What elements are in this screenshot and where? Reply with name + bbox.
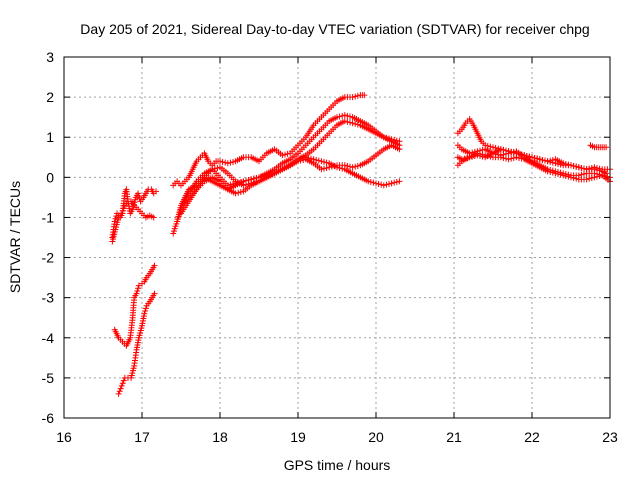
x-tick-label: 17 [134, 429, 150, 445]
y-axis-label: SDTVAR / TECUs [7, 181, 23, 293]
series-track-m [454, 150, 613, 185]
x-tick-label: 20 [368, 429, 384, 445]
series-track-d [115, 290, 158, 397]
chart-title: Day 205 of 2021, Sidereal Day-to-day VTE… [80, 21, 589, 37]
y-tick-label: -3 [42, 290, 55, 306]
data-points [109, 92, 613, 397]
series-markers [454, 142, 613, 181]
series-markers [185, 154, 403, 201]
plot-border [63, 56, 611, 419]
y-tick-label: -5 [42, 370, 55, 386]
x-tick-label: 19 [290, 429, 306, 445]
y-tick-label: 2 [46, 89, 54, 105]
x-tick-label: 22 [524, 429, 540, 445]
x-tick-label: 23 [602, 429, 618, 445]
series-markers [454, 146, 613, 173]
x-tick-label: 16 [56, 429, 72, 445]
series-track-e [170, 92, 368, 189]
series-track-l [454, 146, 613, 173]
series-track-i [185, 154, 403, 201]
y-tick-label: 1 [46, 129, 54, 145]
x-axis-label: GPS time / hours [284, 457, 391, 473]
y-tick-label: -4 [42, 330, 55, 346]
y-tick-label: 0 [46, 169, 54, 185]
series-markers [111, 262, 158, 349]
grid-lines [64, 57, 610, 418]
y-tick-label: -2 [42, 250, 55, 266]
series-track-k [454, 142, 613, 181]
y-tick-label: 3 [46, 49, 54, 65]
series-markers [115, 290, 158, 397]
series-track-c [111, 262, 158, 349]
series-track-b [109, 198, 157, 245]
y-tick-label: -6 [42, 410, 55, 426]
series-markers [587, 142, 610, 151]
series-markers [109, 198, 157, 245]
x-tick-label: 21 [446, 429, 462, 445]
series-markers [170, 92, 368, 189]
series-track-n [587, 142, 610, 151]
y-tick-label: -1 [42, 209, 55, 225]
x-tick-label: 18 [212, 429, 228, 445]
series-markers [454, 150, 613, 185]
